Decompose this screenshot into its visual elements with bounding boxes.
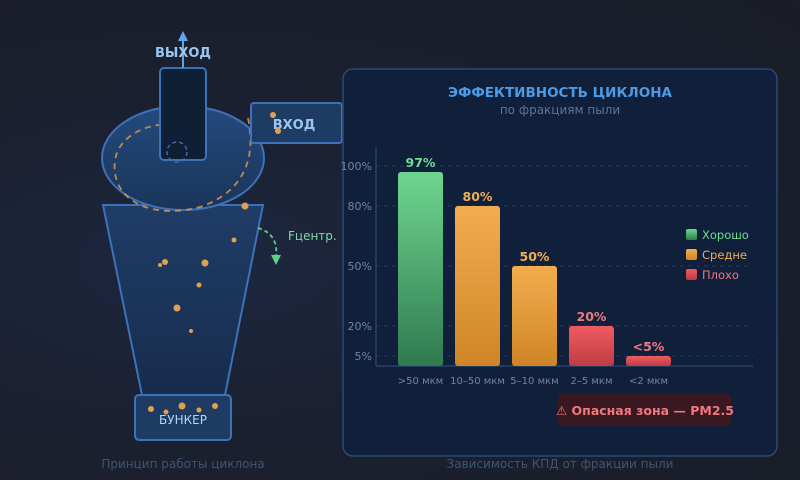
- bar: [569, 326, 614, 366]
- y-tick-label: 50%: [348, 260, 372, 273]
- outlet-label: ВЫХОД: [155, 46, 211, 61]
- dust-particle: [162, 259, 168, 265]
- bar: [455, 206, 500, 366]
- dust-particle: [275, 128, 281, 134]
- x-tick-label: >50 мкм: [398, 376, 443, 387]
- y-axis-ticks: 5% 20% 50% 80% 100%: [341, 160, 372, 363]
- bar: [512, 266, 557, 366]
- bar-value-label: 80%: [463, 189, 493, 204]
- dust-particle: [201, 259, 209, 267]
- dust-particle: [231, 237, 237, 243]
- dust-particle: [241, 202, 249, 210]
- force-arrow-icon: [271, 255, 281, 265]
- chart-subtitle: по фракциям пыли: [500, 103, 620, 117]
- bar-value-label: <5%: [633, 339, 665, 354]
- legend-label-medium: Средне: [702, 248, 747, 262]
- dust-particle: [158, 263, 162, 267]
- legend-label-bad: Плохо: [702, 268, 739, 282]
- dust-particle: [163, 409, 169, 415]
- chart-grid: [376, 165, 753, 357]
- chart-title: ЭФФЕКТИВНОСТЬ ЦИКЛОНА: [448, 85, 672, 101]
- dust-particles: [148, 112, 281, 415]
- chart-caption: Зависимость КПД от фракции пыли: [447, 457, 674, 471]
- legend-swatch-bad: [686, 269, 697, 280]
- bunker: [134, 394, 232, 441]
- legend-swatch-good: [686, 229, 697, 240]
- dust-particle: [178, 402, 186, 410]
- cyclone-cone: [101, 204, 265, 396]
- dust-particle: [270, 112, 276, 118]
- x-tick-label: 2–5 мкм: [570, 376, 612, 387]
- bar: [626, 356, 671, 366]
- bar: [398, 172, 443, 366]
- chart-bars: 97% 80% 50% 20% <5%: [398, 155, 671, 366]
- y-tick-label: 80%: [348, 200, 372, 213]
- y-tick-label: 20%: [348, 320, 372, 333]
- dust-particle: [196, 282, 202, 288]
- dust-particle: [173, 304, 181, 312]
- cyclone-diagram: ВХОД ВЫХОД Fцентр. БУНКЕР: [101, 31, 343, 471]
- x-tick-label: 10–50 мкм: [450, 376, 505, 387]
- swirl-path: [113, 117, 252, 212]
- bunker-label: БУНКЕР: [159, 413, 207, 427]
- vortex-finder: [159, 67, 207, 161]
- outlet-arrow-icon: [178, 31, 188, 41]
- legend-swatch-medium: [686, 249, 697, 260]
- diagram-caption: Принцип работы циклона: [101, 457, 264, 471]
- x-axis-ticks: >50 мкм 10–50 мкм 5–10 мкм 2–5 мкм <2 мкм: [398, 376, 668, 387]
- dust-particle: [148, 406, 154, 412]
- force-arrow-line: [257, 227, 278, 259]
- danger-zone-badge: [558, 394, 731, 426]
- danger-zone-label: ⚠ Опасная зона — PM2.5: [556, 403, 734, 418]
- dust-particle: [196, 407, 202, 413]
- bar-value-label: 50%: [520, 249, 550, 264]
- legend-label-good: Хорошо: [702, 228, 749, 242]
- x-tick-label: 5–10 мкм: [510, 376, 558, 387]
- dust-particle: [189, 329, 193, 333]
- dust-particle: [212, 403, 218, 409]
- bar-value-label: 20%: [577, 309, 607, 324]
- y-tick-label: 5%: [355, 350, 372, 363]
- y-tick-label: 100%: [341, 160, 372, 173]
- chart-panel: ЭФФЕКТИВНОСТЬ ЦИКЛОНА по фракциям пыли 5…: [341, 68, 778, 471]
- vortex-core: [166, 141, 188, 163]
- inlet-label: ВХОД: [273, 118, 316, 133]
- chart-legend: Хорошо Средне Плохо: [686, 228, 749, 282]
- bar-value-label: 97%: [406, 155, 436, 170]
- x-tick-label: <2 мкм: [629, 376, 668, 387]
- force-label: Fцентр.: [288, 229, 337, 243]
